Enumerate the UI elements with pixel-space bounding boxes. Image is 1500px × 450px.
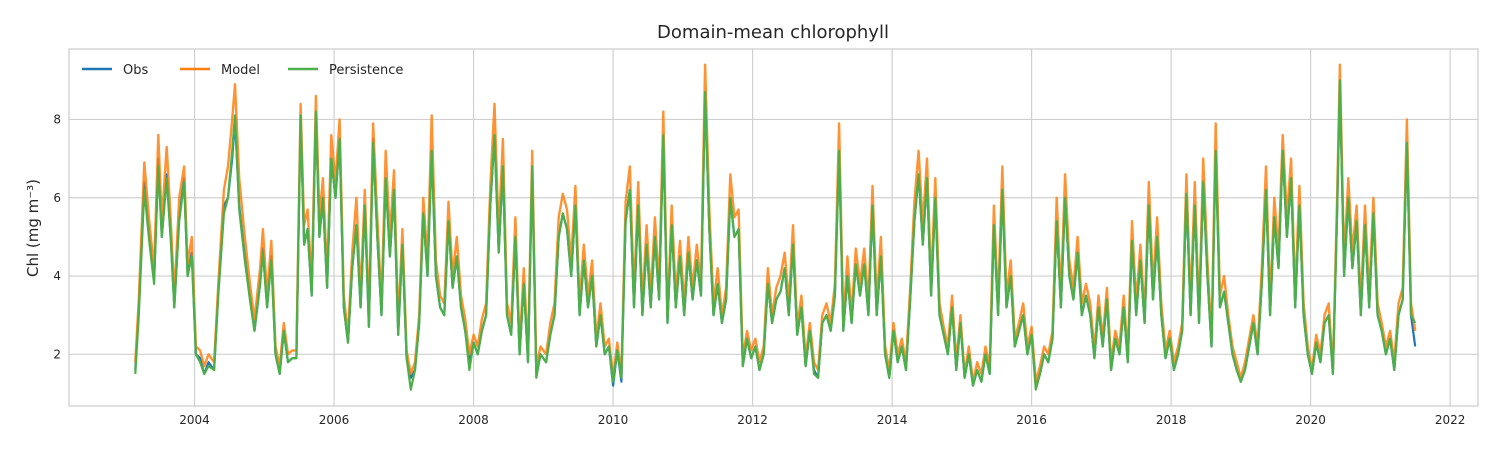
x-tick-label: 2020 <box>1295 413 1326 427</box>
series-line-persistence <box>134 79 1417 391</box>
x-tick-label: 2010 <box>598 413 629 427</box>
plot-frame <box>68 48 1479 407</box>
chart-title: Domain-mean chlorophyll <box>657 22 889 43</box>
y-tick-label: 8 <box>53 112 61 126</box>
y-tick-label: 4 <box>53 269 61 283</box>
x-tick-label: 2016 <box>1016 413 1047 427</box>
x-tick-label: 2008 <box>458 413 489 427</box>
x-tick-label: 2022 <box>1435 413 1466 427</box>
legend: Obs Model Persistence <box>82 63 403 78</box>
grid <box>69 49 1478 406</box>
y-axis-title: Chl (mg m⁻³) <box>24 179 42 277</box>
tick-labels: 2004 2006 2008 2010 2012 2014 2016 2018 2020 2022… <box>53 112 1465 427</box>
x-tick-label: 2012 <box>737 413 768 427</box>
y-tick-label: 6 <box>53 191 61 205</box>
series-group <box>134 63 1417 391</box>
legend-label-model: Model <box>221 63 260 78</box>
legend-label-obs: Obs <box>123 63 148 78</box>
x-tick-label: 2004 <box>179 413 210 427</box>
x-tick-label: 2018 <box>1156 413 1187 427</box>
legend-label-persistence: Persistence <box>329 63 403 78</box>
x-tick-label: 2006 <box>319 413 350 427</box>
y-tick-label: 2 <box>53 347 61 361</box>
x-tick-label: 2014 <box>877 413 908 427</box>
